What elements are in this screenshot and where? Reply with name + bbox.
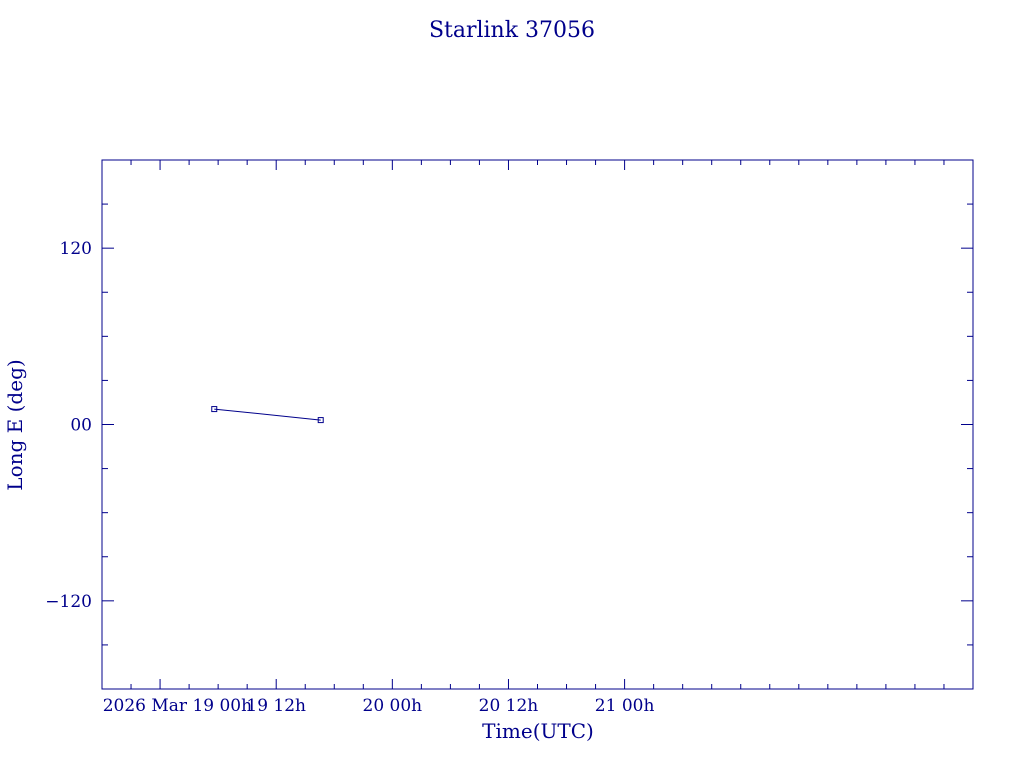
x-tick-label: 20 00h — [363, 696, 423, 716]
x-tick-label: 21 00h — [595, 696, 655, 716]
y-tick-label: 120 — [60, 239, 92, 259]
x-axis-ticks — [101, 160, 974, 689]
series-line — [214, 408, 321, 421]
x-tick-label: 20 12h — [479, 696, 539, 716]
x-tick-label: 2026 Mar 19 00h — [103, 696, 252, 716]
x-axis-label: Time(UTC) — [482, 719, 594, 743]
plot-frame — [101, 159, 974, 690]
y-axis-label: Long E (deg) — [3, 359, 27, 490]
series-group — [211, 406, 324, 424]
data-point — [317, 417, 324, 424]
data-point — [211, 406, 218, 413]
chart-title: Starlink 37056 — [429, 18, 595, 43]
y-axis-ticks — [102, 203, 973, 646]
y-tick-label: 00 — [70, 416, 92, 436]
y-tick-label: −120 — [45, 592, 92, 612]
y-axis-tick-labels: −120 00 120 — [45, 239, 92, 612]
x-tick-label: 19 12h — [246, 696, 306, 716]
